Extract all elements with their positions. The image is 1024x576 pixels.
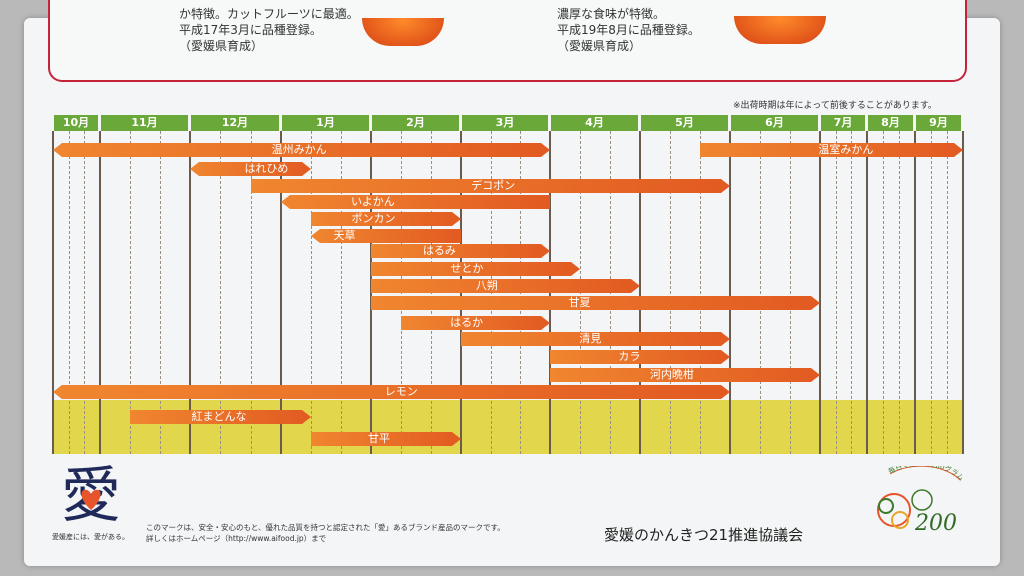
- variety-bar: 紅まどんな: [130, 410, 311, 424]
- variety-label: はれひめ: [244, 162, 289, 175]
- ten-day-divider: [931, 131, 932, 454]
- variety-bar: 温室みかん: [700, 143, 963, 157]
- month-header: 2月: [372, 115, 459, 131]
- ten-day-divider: [670, 131, 671, 454]
- ai-brand-logo: 愛: [56, 458, 126, 531]
- variety-label: 温室みかん: [818, 143, 874, 156]
- variety-label: デコポン: [471, 179, 516, 192]
- svg-text:愛: 愛: [61, 461, 121, 528]
- ten-day-divider: [84, 131, 86, 454]
- month-header: 3月: [462, 115, 548, 131]
- svg-text:毎日くだもの200グラム！: 毎日くだもの200グラム！: [860, 466, 965, 482]
- variety-bar: いよかん: [281, 195, 550, 209]
- ten-day-divider: [760, 131, 761, 454]
- month-header: 7月: [821, 115, 865, 131]
- month-header: 5月: [641, 115, 728, 131]
- ten-day-divider: [311, 131, 312, 454]
- variety-bar: レモン: [53, 385, 730, 399]
- month-divider: [280, 131, 282, 454]
- citrus-fruit-image-right: [734, 16, 826, 44]
- month-header: 6月: [731, 115, 818, 131]
- variety-bar: 天草: [311, 229, 461, 243]
- month-divider: [866, 131, 868, 454]
- brand-mark-description: このマークは、安全・安心のもと、優れた品質を持つと認定された「愛」あるブランド産…: [146, 523, 505, 543]
- variety-label: 甘夏: [568, 296, 591, 309]
- month-header: 11月: [101, 115, 188, 131]
- organization-name: 愛媛のかんきつ21推進協議会: [604, 526, 804, 544]
- month-divider: [729, 131, 731, 454]
- variety-label: はるか: [450, 316, 484, 329]
- variety-bar: はれひめ: [190, 162, 311, 176]
- ten-day-divider: [250, 131, 252, 454]
- ten-day-divider: [160, 131, 161, 454]
- citrus-fruit-image-left: [362, 18, 444, 46]
- variety-label: ポンカン: [351, 212, 396, 225]
- logo-caption: 愛媛産には、愛がある。: [52, 533, 129, 541]
- variety-label: 温州みかん: [271, 143, 327, 156]
- description-right: 濃厚な食味が特徴。 平成19年8月に品種登録。 （愛媛県育成）: [557, 7, 700, 53]
- variety-label: 河内晩柑: [649, 368, 694, 381]
- ten-day-divider: [947, 131, 948, 454]
- variety-bar: 甘平: [311, 432, 461, 446]
- description-left: か特徴。カットフルーツに最適。 平成17年3月に品種登録。 （愛媛県育成）: [179, 7, 359, 53]
- variety-bar: デコポン: [251, 179, 730, 193]
- variety-label: 天草: [333, 229, 356, 242]
- month-header: 1月: [282, 115, 369, 131]
- ten-day-divider: [790, 131, 791, 454]
- variety-label: はるみ: [422, 244, 456, 257]
- month-divider: [819, 131, 821, 454]
- shipping-note: ※出荷時期は年によって前後することがあります。: [733, 101, 937, 111]
- month-divider: [914, 131, 916, 454]
- variety-bar: 八朔: [371, 279, 640, 293]
- variety-bar: 甘夏: [371, 296, 820, 310]
- month-header: 4月: [551, 115, 638, 131]
- new-variety-band: [53, 400, 963, 454]
- variety-bar: せとか: [371, 262, 580, 276]
- month-divider: [962, 131, 964, 454]
- variety-label: いよかん: [350, 195, 395, 208]
- variety-label: カラ: [618, 350, 641, 363]
- variety-bar: はるみ: [371, 244, 550, 258]
- svg-text:200: 200: [914, 511, 957, 536]
- variety-label: レモン: [384, 385, 418, 398]
- variety-bar: 河内晩柑: [550, 368, 820, 382]
- month-header: 9月: [916, 115, 961, 131]
- ten-day-divider: [341, 131, 342, 454]
- month-divider: [99, 131, 101, 454]
- variety-bar: ポンカン: [311, 212, 461, 226]
- variety-label: 紅まどんな: [191, 410, 247, 423]
- month-divider: [52, 131, 54, 454]
- variety-bar: 清見: [461, 332, 730, 346]
- ten-day-divider: [700, 131, 701, 454]
- month-divider: [639, 131, 641, 454]
- ten-day-divider: [899, 131, 900, 454]
- ten-day-divider: [883, 131, 884, 454]
- ten-day-divider: [835, 131, 837, 454]
- month-header: 8月: [868, 115, 913, 131]
- month-header: 12月: [191, 115, 279, 131]
- variety-label: 八朔: [475, 279, 498, 292]
- variety-label: 甘平: [368, 432, 390, 445]
- variety-label: せとか: [450, 262, 484, 275]
- ten-day-divider: [68, 131, 70, 454]
- ten-day-divider: [220, 131, 222, 454]
- month-divider: [189, 131, 191, 454]
- variety-description-box: [48, 0, 967, 82]
- ten-day-divider: [851, 131, 853, 454]
- variety-bar: カラ: [550, 350, 730, 364]
- variety-label: 清見: [579, 332, 602, 345]
- variety-bar: 温州みかん: [53, 143, 550, 157]
- fruit-200g-badge: 毎日くだもの200グラム！ 200: [857, 460, 968, 542]
- variety-bar: はるか: [401, 316, 550, 330]
- ten-day-divider: [130, 131, 131, 454]
- month-header: 10月: [54, 115, 98, 131]
